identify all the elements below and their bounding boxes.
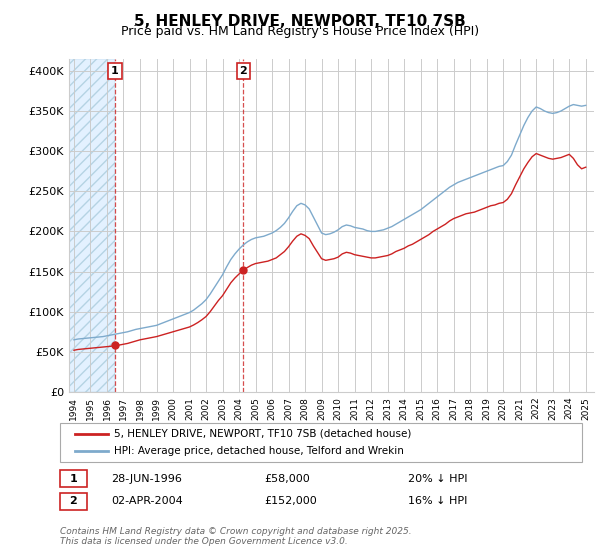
Text: 2: 2 — [70, 496, 77, 506]
Text: Price paid vs. HM Land Registry's House Price Index (HPI): Price paid vs. HM Land Registry's House … — [121, 25, 479, 38]
Text: 28-JUN-1996: 28-JUN-1996 — [111, 474, 182, 484]
Text: 5, HENLEY DRIVE, NEWPORT, TF10 7SB (detached house): 5, HENLEY DRIVE, NEWPORT, TF10 7SB (deta… — [114, 429, 412, 439]
Text: 5, HENLEY DRIVE, NEWPORT, TF10 7SB: 5, HENLEY DRIVE, NEWPORT, TF10 7SB — [134, 14, 466, 29]
Bar — [69, 59, 115, 392]
Text: 20% ↓ HPI: 20% ↓ HPI — [408, 474, 467, 484]
Text: Contains HM Land Registry data © Crown copyright and database right 2025.
This d: Contains HM Land Registry data © Crown c… — [60, 526, 412, 546]
Text: 1: 1 — [111, 66, 119, 76]
Text: 1: 1 — [70, 474, 77, 484]
Text: 16% ↓ HPI: 16% ↓ HPI — [408, 496, 467, 506]
Text: HPI: Average price, detached house, Telford and Wrekin: HPI: Average price, detached house, Telf… — [114, 446, 404, 456]
Text: £152,000: £152,000 — [264, 496, 317, 506]
Text: 2: 2 — [239, 66, 247, 76]
Text: 02-APR-2004: 02-APR-2004 — [111, 496, 183, 506]
Text: £58,000: £58,000 — [264, 474, 310, 484]
